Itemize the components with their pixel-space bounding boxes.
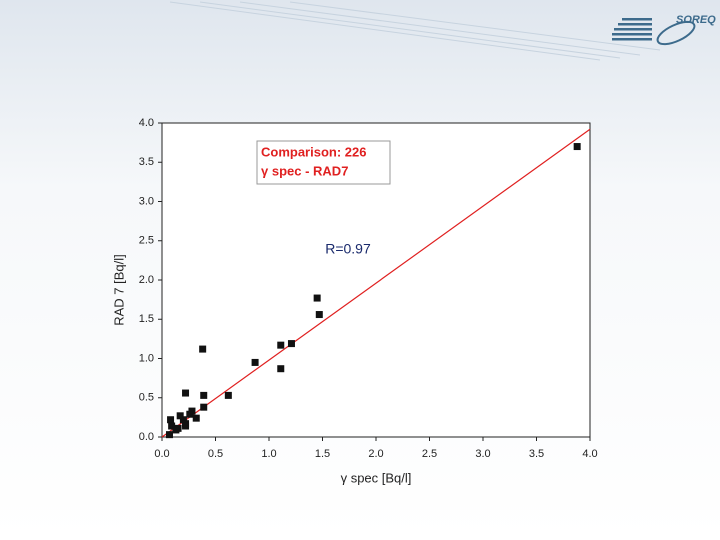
scatter-point xyxy=(277,365,285,373)
y-tick-label: 3.0 xyxy=(139,195,154,207)
scatter-point xyxy=(188,407,196,415)
legend-line: Comparison: 226 xyxy=(261,144,366,159)
y-axis-label: RAD 7 [Bq/l] xyxy=(111,254,126,326)
scatter-point xyxy=(251,358,259,366)
scatter-point xyxy=(182,389,190,397)
scatter-point xyxy=(313,294,321,302)
scatter-point xyxy=(165,431,173,439)
x-tick-label: 1.5 xyxy=(315,448,330,460)
scatter-point xyxy=(224,391,232,399)
scatter-point xyxy=(182,422,190,430)
x-tick-label: 0.5 xyxy=(208,448,223,460)
scatter-point xyxy=(167,416,175,424)
scatter-point xyxy=(172,426,180,434)
y-tick-label: 2.5 xyxy=(139,235,154,247)
scatter-point xyxy=(176,412,184,420)
x-tick-label: 3.5 xyxy=(529,448,544,460)
y-tick-label: 0.5 xyxy=(139,392,154,404)
scatter-point xyxy=(573,143,581,151)
scatter-point xyxy=(168,422,176,430)
decoration xyxy=(169,1,661,61)
scatter-point xyxy=(200,403,208,411)
logo: SOREQ xyxy=(612,14,716,46)
scatter-point xyxy=(277,341,285,349)
x-tick-label: 4.0 xyxy=(582,448,597,460)
y-tick-label: 1.5 xyxy=(139,313,154,325)
x-tick-label: 1.0 xyxy=(261,448,276,460)
x-tick-label: 3.0 xyxy=(475,448,490,460)
logo-text: SOREQ xyxy=(676,14,716,26)
y-tick-label: 1.0 xyxy=(139,352,154,364)
scatter-point xyxy=(287,340,295,348)
scatter-point xyxy=(200,391,208,399)
y-tick-label: 4.0 xyxy=(139,117,154,129)
legend-line: γ spec - RAD7 xyxy=(261,163,348,178)
legend-box xyxy=(256,140,391,185)
x-axis-label: γ spec [Bq/l] xyxy=(341,470,412,485)
scatter-point xyxy=(179,416,187,424)
scatter-point xyxy=(315,311,323,319)
annotation: R=0.97 xyxy=(325,241,371,257)
fit-line xyxy=(161,128,591,438)
y-tick-label: 2.0 xyxy=(139,274,154,286)
scatter-point xyxy=(199,345,207,353)
x-tick-label: 2.0 xyxy=(368,448,383,460)
scatter-point xyxy=(192,414,200,422)
y-tick-label: 0.0 xyxy=(139,431,154,443)
x-tick-label: 0.0 xyxy=(154,448,169,460)
y-tick-label: 3.5 xyxy=(139,156,154,168)
x-tick-label: 2.5 xyxy=(422,448,437,460)
